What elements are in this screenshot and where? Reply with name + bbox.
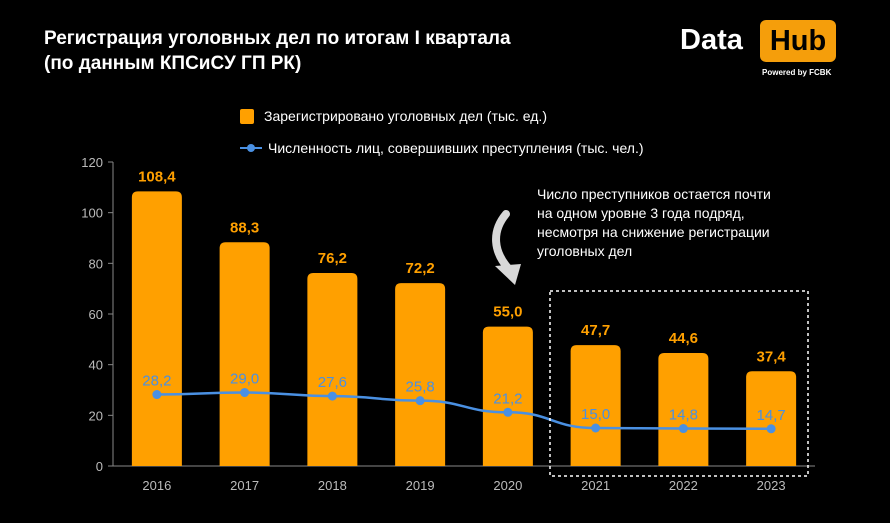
bar-value-label: 37,4 bbox=[757, 348, 787, 365]
bar-2018 bbox=[307, 272, 358, 466]
x-tick-label: 2021 bbox=[581, 478, 610, 493]
line-labels-group: 28,2 29,0 27,6 25,8 21,2 15,0 14,8 14,7 bbox=[142, 371, 785, 424]
bar-labels-group: 108,4 88,3 76,2 72,2 55,0 47,7 44,6 37,4 bbox=[138, 168, 786, 365]
line-series-group bbox=[152, 388, 776, 434]
line-value-label: 14,7 bbox=[757, 407, 786, 424]
annotation-line-4: уголовных дел bbox=[537, 243, 633, 259]
bar-2021 bbox=[570, 345, 621, 466]
line-value-label: 29,0 bbox=[230, 371, 259, 388]
annotation-line-3: несмотря на снижение регистрации bbox=[537, 224, 770, 240]
bar-value-label: 72,2 bbox=[406, 260, 435, 277]
y-tick-label: 120 bbox=[81, 155, 103, 170]
line-point-2017 bbox=[240, 388, 250, 398]
annotation-line-1: Число преступников остается почти bbox=[537, 186, 771, 202]
y-tick-label: 100 bbox=[81, 206, 103, 221]
bar-2019 bbox=[395, 283, 446, 466]
y-tick-label: 0 bbox=[96, 459, 103, 474]
legend-swatch-bar bbox=[240, 108, 254, 124]
logo-word-hub: Hub bbox=[760, 20, 836, 62]
highlight-box bbox=[549, 290, 809, 477]
line-point-2018 bbox=[327, 391, 337, 401]
bar-value-label: 47,7 bbox=[581, 322, 610, 339]
x-tick-label: 2022 bbox=[669, 478, 698, 493]
y-tick-label: 40 bbox=[89, 358, 103, 373]
legend-label-offenders: Численность лиц, совершивших преступлени… bbox=[268, 140, 644, 156]
curved-arrow-icon bbox=[492, 210, 521, 285]
legend-item-cases: Зарегистрировано уголовных дел (тыс. ед.… bbox=[240, 108, 547, 124]
line-value-label: 21,2 bbox=[493, 390, 522, 407]
title-line-2: (по данным КПСиСУ ГП РК) bbox=[44, 53, 302, 74]
x-tick-label: 2018 bbox=[318, 478, 347, 493]
annotation-line-2: на одном уровне 3 года подряд, bbox=[537, 205, 745, 221]
bar-2022 bbox=[658, 353, 709, 466]
legend-item-offenders: Численность лиц, совершивших преступлени… bbox=[240, 140, 644, 156]
y-tick-label: 60 bbox=[89, 307, 103, 322]
bar-value-label: 108,4 bbox=[138, 168, 176, 185]
logo-word-data: Data bbox=[680, 24, 743, 56]
legend-swatch-line bbox=[240, 141, 262, 155]
x-tick-label: 2020 bbox=[493, 478, 522, 493]
bar-2023 bbox=[746, 371, 797, 466]
legend-label-cases: Зарегистрировано уголовных дел (тыс. ед.… bbox=[264, 108, 547, 124]
line-point-2021 bbox=[591, 423, 601, 433]
bar-value-label: 88,3 bbox=[230, 219, 259, 236]
offenders-line bbox=[156, 391, 772, 431]
bar-value-label: 44,6 bbox=[669, 330, 698, 347]
line-point-2020 bbox=[503, 407, 513, 417]
line-value-label: 28,2 bbox=[142, 373, 171, 390]
line-value-label: 25,8 bbox=[406, 379, 435, 396]
y-tick-label: 20 bbox=[89, 408, 103, 423]
line-value-label: 15,0 bbox=[581, 406, 610, 423]
x-tick-label: 2023 bbox=[757, 478, 786, 493]
x-tick-label: 2016 bbox=[142, 478, 171, 493]
chart-title: Регистрация уголовных дел по итогам I кв… bbox=[44, 26, 511, 76]
line-point-2019 bbox=[415, 396, 425, 406]
line-point-2016 bbox=[152, 390, 162, 400]
title-line-1: Регистрация уголовных дел по итогам I кв… bbox=[44, 28, 511, 49]
bar-2016 bbox=[131, 191, 182, 467]
logo-powered-by: Powered by FCBK bbox=[762, 68, 832, 77]
bar-2017 bbox=[219, 242, 270, 466]
datahub-logo: Data Hub Powered by FCBK bbox=[680, 18, 840, 82]
line-point-2022 bbox=[678, 424, 688, 434]
bar-2020 bbox=[482, 326, 533, 466]
x-tick-label: 2017 bbox=[230, 478, 259, 493]
bar-value-label: 55,0 bbox=[493, 304, 522, 321]
bar-value-label: 76,2 bbox=[318, 250, 347, 267]
line-value-label: 27,6 bbox=[318, 374, 347, 391]
annotation-text: Число преступников остается почти на одн… bbox=[537, 185, 827, 261]
line-point-2023 bbox=[766, 424, 776, 434]
bars-group bbox=[131, 191, 797, 467]
line-value-label: 14,8 bbox=[669, 407, 698, 424]
y-tick-label: 80 bbox=[89, 256, 103, 271]
x-tick-label: 2019 bbox=[406, 478, 435, 493]
